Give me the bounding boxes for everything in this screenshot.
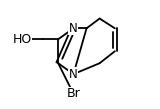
- Text: HO: HO: [13, 33, 32, 46]
- Text: N: N: [69, 22, 78, 35]
- Text: N: N: [69, 68, 78, 81]
- Text: Br: Br: [67, 87, 80, 100]
